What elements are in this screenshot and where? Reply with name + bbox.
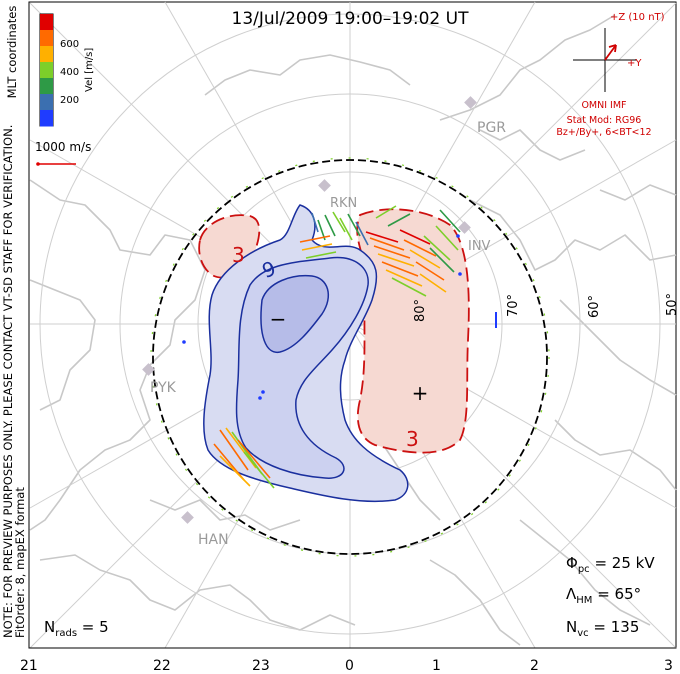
radar-label-rkn: RKN — [330, 196, 357, 211]
radar-label-pgr: PGR — [477, 120, 506, 136]
coastlines — [29, 14, 677, 646]
imf-source: OMNI IMF — [581, 100, 626, 111]
mlt-tick-3: 3 — [664, 658, 673, 674]
colorbar-segment — [40, 94, 53, 111]
imf-stat-mod: Stat Mod: RG96 — [567, 115, 642, 126]
radar-sites: PGR RKN INV PYK HAN — [142, 96, 506, 548]
stat-n-vc: Nvc = 135 — [566, 618, 639, 639]
positive-cell-large — [356, 208, 470, 454]
colorbar-segment — [40, 110, 53, 127]
negative-potential-cell — [203, 204, 409, 503]
lat-label-60: 60° — [587, 295, 602, 318]
fit-statistics: Φpc = 25 kV ΛHM = 65° Nvc = 135 Nrads = … — [44, 554, 655, 639]
imf-condition: Bz+/By+, 6<BT<12 — [556, 127, 651, 138]
colorbar: 600 400 200 Vel [m/s] — [39, 13, 95, 127]
mlt-axis: 21 22 23 0 1 2 3 — [20, 647, 676, 674]
stat-n-rads: Nrads = 5 — [44, 618, 109, 639]
imf-vector-arrowhead — [608, 44, 617, 53]
contour-label-positive-bottom: 3 — [406, 427, 419, 451]
radar-marker-inv — [458, 221, 471, 234]
imf-dial: +Z (10 nT) +Y OMNI IMF Stat Mod: RG96 Bz… — [556, 12, 664, 138]
negative-cell-core — [260, 274, 330, 353]
radar-marker-pgr — [464, 96, 477, 109]
velocity-vectors-bottom — [213, 427, 275, 489]
mlt-tick-23: 23 — [252, 658, 270, 674]
stat-phi-pc: Φpc = 25 kV — [566, 554, 655, 575]
colorbar-segment — [40, 30, 53, 47]
mlt-tick-22: 22 — [153, 658, 171, 674]
scale-vector-label: 1000 m/s — [35, 140, 91, 154]
colorbar-tick-600: 600 — [60, 39, 79, 50]
velocity-vector-dots — [182, 234, 462, 400]
colorbar-segment — [40, 78, 53, 95]
preview-note: NOTE: FOR PREVIEW PURPOSES ONLY. PLEASE … — [1, 125, 15, 638]
velocity-vectors-top — [299, 205, 461, 297]
hm-boundary-vectors — [150, 157, 550, 557]
mlt-tick-0: 0 — [345, 658, 354, 674]
potential-minimum-marker: − — [270, 307, 287, 331]
hm-boundary — [152, 159, 548, 555]
imf-y-label: +Y — [627, 58, 642, 69]
stat-lambda-hm: ΛHM = 65° — [566, 585, 641, 606]
colorbar-segment — [40, 62, 53, 79]
mlt-tick-2: 2 — [530, 658, 539, 674]
scale-vector-dot — [36, 162, 40, 166]
mlt-tick-21: 21 — [20, 658, 38, 674]
radar-label-pyk: PYK — [150, 380, 177, 396]
fit-order: FitOrder: 8, mapEX format — [13, 487, 27, 638]
radar-marker-pyk — [142, 363, 155, 376]
imf-z-label: +Z (10 nT) — [610, 12, 665, 23]
coordinate-system-label: MLT coordinates — [5, 6, 19, 99]
colorbar-segment — [40, 46, 53, 63]
contour-label-positive-top: 3 — [232, 243, 245, 267]
potential-maximum-marker: + — [412, 381, 429, 405]
colorbar-segment — [40, 14, 53, 31]
lat-label-50: 50° — [665, 293, 680, 316]
radar-label-inv: INV — [468, 239, 491, 254]
imf-vector — [604, 44, 617, 61]
colorbar-tick-400: 400 — [60, 67, 79, 78]
map-title: 13/Jul/2009 19:00–19:02 UT — [232, 9, 470, 29]
colorbar-label: Vel [m/s] — [84, 48, 95, 92]
lat-label-80: 80° — [413, 299, 428, 322]
radar-label-han: HAN — [198, 532, 229, 548]
colorbar-tick-200: 200 — [60, 95, 79, 106]
lat-label-70: 70° — [506, 294, 521, 317]
mlt-tick-1: 1 — [432, 658, 441, 674]
radar-marker-rkn — [318, 179, 331, 192]
